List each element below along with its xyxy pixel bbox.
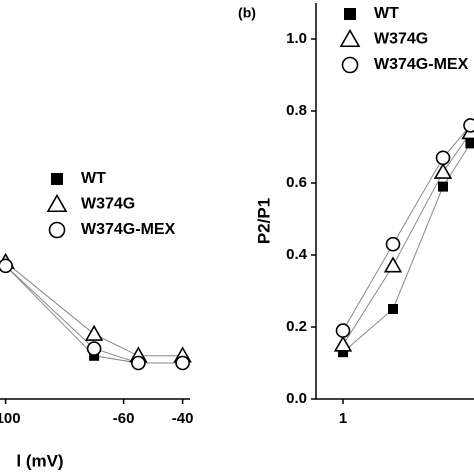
x-tick-label: -100 xyxy=(0,410,21,427)
x-axis-label: l (mV) xyxy=(16,451,63,470)
x-tick-label: -60 xyxy=(113,410,135,427)
y-tick-label: 0.4 xyxy=(286,246,308,263)
y-tick-label: 0.2 xyxy=(286,318,307,335)
marker-circle xyxy=(463,118,474,133)
marker-square xyxy=(388,304,398,314)
marker-circle xyxy=(435,150,451,166)
fit-line xyxy=(342,143,471,353)
marker-triangle xyxy=(433,162,453,179)
panel-label: (b) xyxy=(238,5,256,21)
fit-line xyxy=(5,261,183,357)
x-tick-label: 1 xyxy=(339,410,347,427)
marker-circle xyxy=(48,221,66,239)
marker-square xyxy=(438,181,448,192)
y-tick-label: 0.0 xyxy=(286,390,307,407)
marker-square xyxy=(344,8,356,20)
marker-circle xyxy=(341,56,359,74)
marker-triangle xyxy=(383,256,403,273)
marker-triangle xyxy=(84,324,104,341)
marker-circle xyxy=(385,236,401,252)
fit-line xyxy=(5,265,183,364)
legend-label: W374G-MEX xyxy=(374,56,469,73)
y-tick-label: 0.6 xyxy=(286,174,307,191)
marker-circle xyxy=(0,258,13,274)
marker-triangle xyxy=(333,335,353,352)
y-tick-label: 1.0 xyxy=(286,30,307,47)
marker-triangle xyxy=(46,193,68,213)
marker-circle xyxy=(335,323,351,338)
marker-square xyxy=(465,138,474,149)
legend-label: W374G-MEX xyxy=(81,221,176,238)
marker-circle xyxy=(131,355,146,371)
marker-triangle xyxy=(339,28,361,48)
marker-square xyxy=(338,347,348,358)
marker-square xyxy=(51,173,63,185)
x-tick-label: -40 xyxy=(172,410,194,427)
legend-label: WT xyxy=(374,5,399,22)
marker-circle xyxy=(175,355,190,371)
fit-line xyxy=(342,125,471,331)
legend-label: WT xyxy=(81,170,106,187)
legend-label: W374G xyxy=(81,196,135,213)
legend-label: W374G xyxy=(374,31,428,48)
marker-circle xyxy=(86,341,102,356)
y-tick-label: 0.8 xyxy=(286,102,307,119)
y-axis-label: P2/P1 xyxy=(254,198,273,244)
fit-line xyxy=(342,132,471,346)
